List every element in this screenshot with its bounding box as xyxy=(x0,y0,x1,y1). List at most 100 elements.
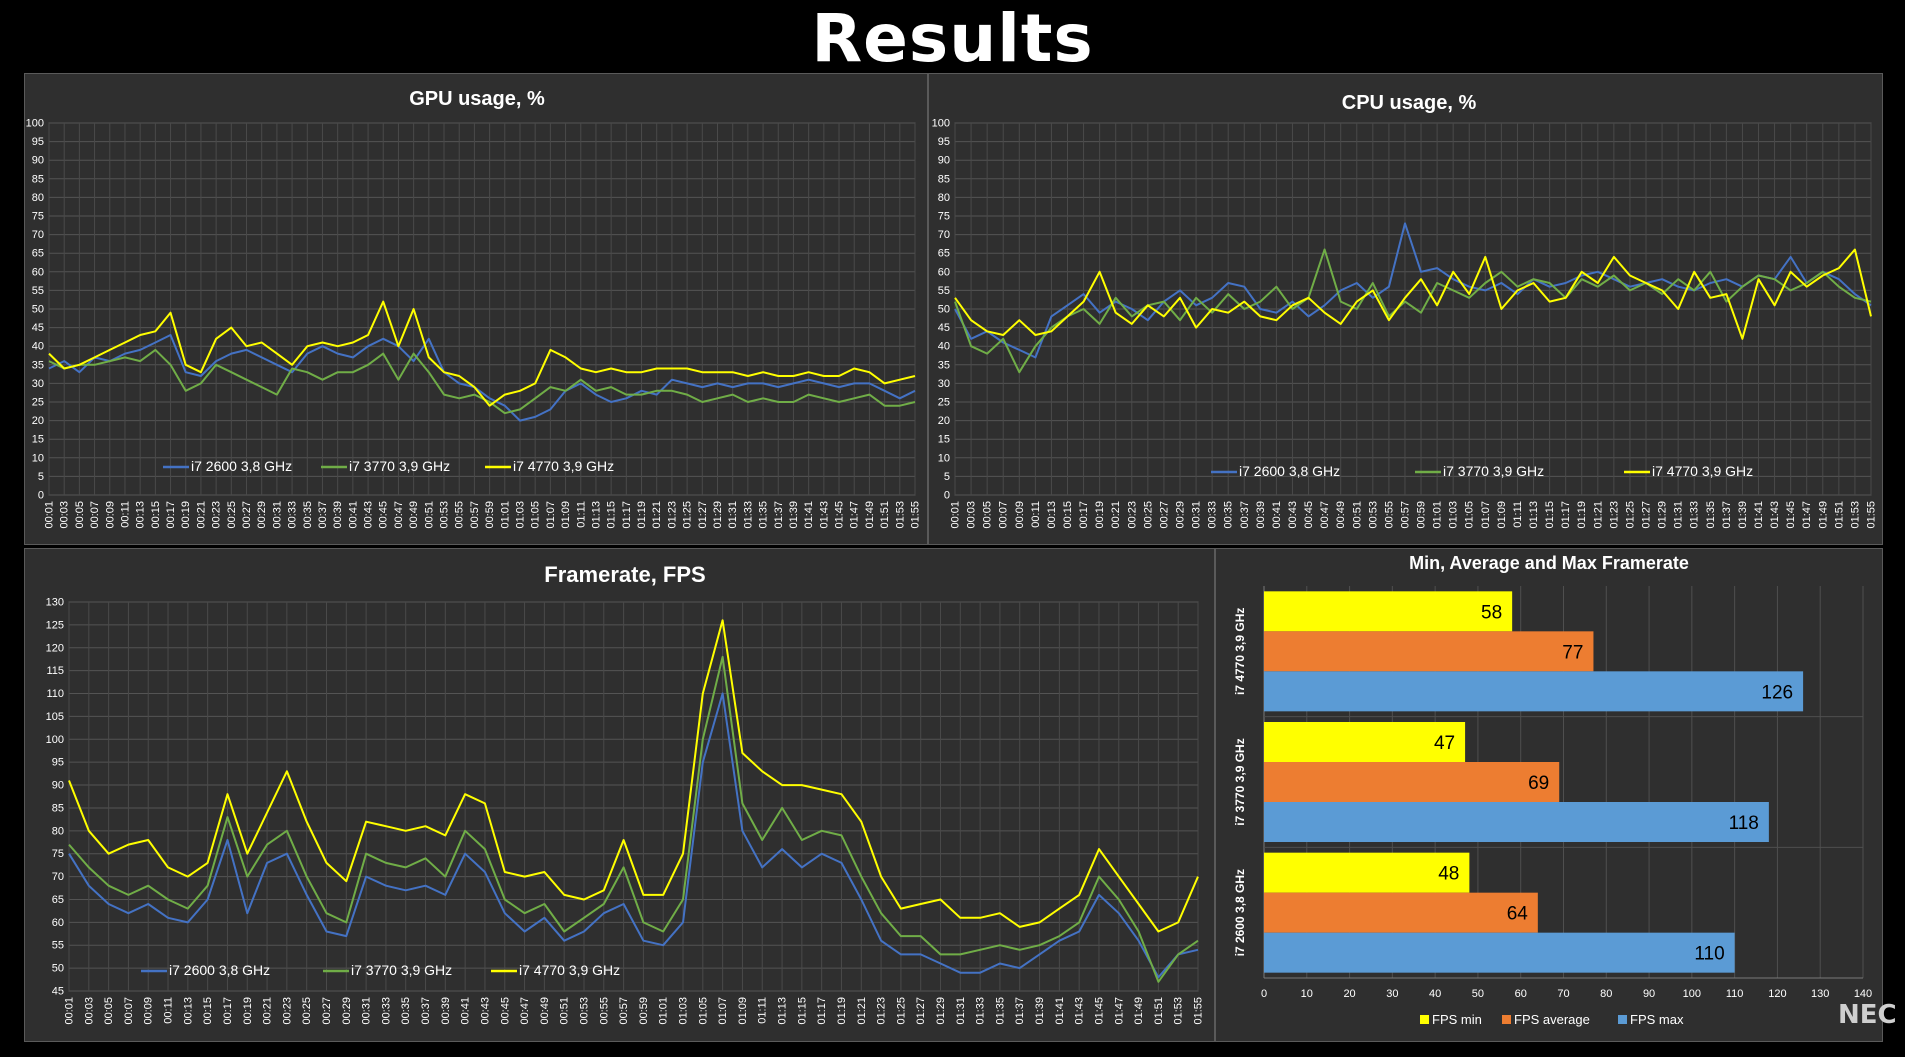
y-tick-label: 90 xyxy=(938,155,950,167)
x-tick-label: 00:51 xyxy=(559,997,571,1025)
x-tick-label: 10 xyxy=(1301,988,1313,1000)
bar-value-label: 48 xyxy=(1438,864,1459,885)
x-tick-label: 00:59 xyxy=(484,501,496,529)
cpu-usage-chart-panel: CPU usage, % 0 5 10 15 20 25 30 35 40 45 50 55 60 65 70… xyxy=(928,73,1883,545)
y-tick-label: 70 xyxy=(32,229,44,241)
y-tick-label: 30 xyxy=(938,378,950,390)
x-tick-label: 00:05 xyxy=(982,501,994,529)
x-tick-label: 00:53 xyxy=(578,997,590,1025)
y-tick-label: 20 xyxy=(938,415,950,427)
y-tick-label: 60 xyxy=(52,917,64,929)
chart-title: Framerate, FPS xyxy=(544,562,705,587)
x-tick-label: 00:41 xyxy=(460,997,472,1025)
y-tick-label: 25 xyxy=(32,397,44,409)
x-tick-label: 00:17 xyxy=(222,997,234,1025)
y-tick-label: 95 xyxy=(938,136,950,148)
x-tick-label: 00:19 xyxy=(242,997,254,1025)
x-tick-label: 00:29 xyxy=(256,501,268,529)
bar-fps-min xyxy=(1264,591,1513,632)
y-tick-label: 50 xyxy=(52,963,64,975)
x-tick-label: 01:37 xyxy=(773,501,785,529)
x-tick-label: 01:09 xyxy=(737,997,749,1025)
x-tick-label: 01:53 xyxy=(1849,501,1861,529)
series-line-2 xyxy=(68,655,1199,983)
y-tick-label: 75 xyxy=(938,211,950,223)
y-tick-label: 90 xyxy=(32,155,44,167)
x-tick-label: 01:41 xyxy=(1054,997,1066,1025)
x-tick-label: 01:39 xyxy=(1737,501,1749,529)
x-tick-label: 00:45 xyxy=(378,501,390,529)
x-tick-label: 00:09 xyxy=(104,501,116,529)
x-tick-label: 01:47 xyxy=(1801,501,1813,529)
x-tick-label: 01:37 xyxy=(1721,501,1733,529)
y-tick-label: 40 xyxy=(938,341,950,353)
x-tick-label: 140 xyxy=(1854,988,1872,1000)
x-tick-label: 00:33 xyxy=(1207,501,1219,529)
x-tick-label: 01:03 xyxy=(514,501,526,529)
y-tick-label: 90 xyxy=(52,780,64,792)
x-tick-label: 00:39 xyxy=(1255,501,1267,529)
x-tick-label: 01:43 xyxy=(818,501,830,529)
x-tick-label: 00:33 xyxy=(287,501,299,529)
x-tick-label: 00:59 xyxy=(1416,501,1428,529)
x-tick-label: 00:23 xyxy=(281,997,293,1025)
x-tick-label: 00:09 xyxy=(143,997,155,1025)
x-tick-label: 01:13 xyxy=(590,501,602,529)
series-line-3 xyxy=(68,619,1199,933)
gpu-usage-chart-panel: GPU usage, % 0 5 10 15 20 25 30 35 40 45 50 55 60 65 70… xyxy=(24,73,928,545)
y-tick-label: 60 xyxy=(32,266,44,278)
x-tick-label: 80 xyxy=(1600,988,1612,1000)
bar-fps-min xyxy=(1264,852,1470,893)
x-tick-label: 00:49 xyxy=(1335,501,1347,529)
y-tick-label: 105 xyxy=(46,711,64,723)
x-tick-label: 60 xyxy=(1515,988,1527,1000)
x-tick-label: 00:31 xyxy=(361,997,373,1025)
y-tick-label: 25 xyxy=(938,397,950,409)
x-tick-label: 00:27 xyxy=(321,997,333,1025)
x-tick-label: 00:55 xyxy=(454,501,466,529)
x-tick-label: 00:17 xyxy=(1078,501,1090,529)
y-tick-label: 20 xyxy=(32,415,44,427)
y-tick-label: 40 xyxy=(32,341,44,353)
x-tick-label: 01:51 xyxy=(1833,501,1845,529)
category-label: i7 4770 3,9 GHz xyxy=(1233,608,1247,695)
x-tick-label: 00:49 xyxy=(408,501,420,529)
x-tick-label: 00:19 xyxy=(180,501,192,529)
series-line-2 xyxy=(48,348,916,415)
legend-entry: i7 4770 3,9 GHz xyxy=(513,458,614,474)
x-tick-label: 00:07 xyxy=(998,501,1010,529)
legend-entry: i7 4770 3,9 GHz xyxy=(1652,463,1753,479)
x-tick-label: 01:55 xyxy=(1193,997,1205,1025)
x-tick-label: 01:05 xyxy=(1464,501,1476,529)
x-tick-label: 01:47 xyxy=(1113,997,1125,1025)
x-tick-label: 01:15 xyxy=(1544,501,1556,529)
x-tick-label: 00:47 xyxy=(393,501,405,529)
legend-entry: i7 3770 3,9 GHz xyxy=(1443,463,1544,479)
y-tick-label: 55 xyxy=(938,285,950,297)
x-tick-label: 00:05 xyxy=(74,501,86,529)
x-tick-label: 01:29 xyxy=(935,997,947,1025)
x-tick-label: 01:19 xyxy=(636,501,648,529)
x-tick-label: 00:57 xyxy=(618,997,630,1025)
legend-entry: FPS max xyxy=(1630,1012,1684,1027)
x-tick-label: 00:19 xyxy=(1094,501,1106,529)
x-tick-label: 00:39 xyxy=(440,997,452,1025)
y-tick-label: 15 xyxy=(938,434,950,446)
y-tick-label: 50 xyxy=(32,304,44,316)
x-tick-label: 01:49 xyxy=(1133,997,1145,1025)
x-tick-label: 00:45 xyxy=(1303,501,1315,529)
x-tick-label: 01:37 xyxy=(1014,997,1026,1025)
bar-fps-average xyxy=(1264,762,1560,802)
x-tick-label: 0 xyxy=(1261,988,1267,1000)
x-tick-label: 00:17 xyxy=(165,501,177,529)
bar-fps-min xyxy=(1264,722,1466,762)
x-tick-label: 00:51 xyxy=(1351,501,1363,529)
x-tick-label: 01:45 xyxy=(1785,501,1797,529)
legend-entry: i7 2600 3,8 GHz xyxy=(169,962,270,978)
y-tick-label: 15 xyxy=(32,434,44,446)
x-tick-label: 01:45 xyxy=(1093,997,1105,1025)
x-tick-label: 01:21 xyxy=(1592,501,1604,529)
x-tick-label: 40 xyxy=(1429,988,1441,1000)
y-tick-label: 5 xyxy=(944,471,950,483)
x-tick-label: 01:27 xyxy=(697,501,709,529)
